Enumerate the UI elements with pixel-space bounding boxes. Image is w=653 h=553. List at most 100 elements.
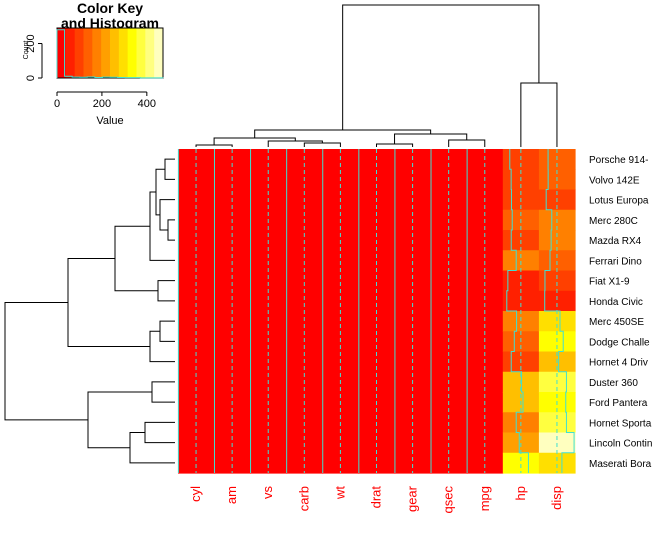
- heatmap-cell: [250, 452, 287, 474]
- row-label: Fiat X1-9: [589, 277, 630, 288]
- heatmap-cell: [538, 432, 576, 454]
- row-label: Lincoln Contin: [589, 439, 652, 450]
- row-dendrogram-link: [151, 381, 175, 403]
- column-label: gear: [405, 485, 420, 512]
- trace-lines: [177, 149, 575, 473]
- trace-line: [506, 149, 529, 473]
- column-dendrogram: [195, 4, 558, 147]
- row-label: Hornet Sporta: [589, 418, 652, 429]
- column-dendrogram-link: [267, 140, 323, 147]
- color-key-swatch: [74, 28, 84, 78]
- heatmap-cell: [430, 311, 468, 332]
- heatmap-cell: [502, 432, 540, 454]
- heatmap-cell: [214, 452, 251, 474]
- row-dendrogram-link: [67, 257, 150, 347]
- heatmap-cell: [538, 452, 576, 474]
- heatmap-cell: [178, 250, 215, 272]
- heatmap-cell: [358, 452, 396, 474]
- heatmap-cell: [394, 432, 432, 454]
- heatmap-cell: [358, 432, 396, 454]
- column-dendrogram-link: [394, 133, 468, 144]
- heatmap-cell: [502, 452, 540, 474]
- row-label: Honda Civic: [589, 297, 643, 308]
- heatmap-cell: [250, 432, 287, 454]
- heatmap-cell: [322, 311, 360, 332]
- row-dendrogram-link: [157, 280, 175, 302]
- color-key-xlabel: Value: [96, 115, 123, 127]
- column-label: vs: [260, 486, 275, 500]
- color-key-swatch: [65, 28, 76, 78]
- heatmap-cell: [250, 311, 287, 332]
- heatmap-cell: [286, 311, 323, 332]
- heatmap-cell: [430, 250, 468, 272]
- column-dendrogram-link: [195, 144, 233, 147]
- heatmap-cell: [178, 452, 215, 474]
- row-dendrogram-link: [87, 391, 152, 449]
- heatmap-cell: [178, 432, 215, 454]
- heatmap-cell: [502, 270, 540, 292]
- color-key-swatch: [145, 28, 155, 78]
- heatmap-cell: [322, 250, 360, 272]
- row-dendrogram-link: [149, 191, 175, 261]
- heatmap-cell: [286, 270, 323, 292]
- row-labels: Porsche 914- Volvo 142E Lotus Europa Merc 2…: [589, 155, 652, 470]
- heatmap-cell: [538, 270, 576, 292]
- heatmap-cell: [502, 290, 540, 312]
- color-key: Color Key and Histogram 0 200 400 0 200 Valu…: [23, 0, 164, 127]
- heatmap-cell: [286, 250, 323, 272]
- column-label: drat: [369, 486, 384, 509]
- column-dendrogram-link: [376, 143, 414, 147]
- color-key-title-line2: and Histogram: [61, 15, 159, 31]
- row-dendrogram-link: [149, 330, 175, 363]
- heatmap-cell: [394, 250, 432, 272]
- color-key-x-tick-label: 400: [138, 98, 156, 110]
- heatmap-cell: [430, 452, 468, 474]
- color-key-swatch: [110, 28, 120, 78]
- heatmap-cell: [466, 452, 504, 474]
- color-key-swatch: [118, 28, 129, 78]
- column-label: wt: [332, 486, 347, 500]
- row-label: Duster 360: [589, 378, 638, 389]
- color-key-swatch: [83, 28, 93, 78]
- column-label: qsec: [441, 486, 456, 514]
- color-key-ylabel: Count: [23, 41, 30, 60]
- row-label: Mazda RX4: [589, 236, 642, 247]
- heatmap-cell: [394, 452, 432, 474]
- row-label: Ferrari Dino: [589, 256, 642, 267]
- row-dendrogram-link: [114, 225, 158, 292]
- heatmap-cell: [250, 250, 287, 272]
- row-dendrogram: [4, 158, 175, 464]
- heatmap-cell: [214, 270, 251, 292]
- heatmap-cell: [214, 432, 251, 454]
- heatmap-cell: [178, 311, 215, 332]
- heatmap-cell: [322, 290, 360, 312]
- color-key-swatch: [101, 28, 111, 78]
- row-label: Merc 280C: [589, 216, 638, 227]
- row-label: Volvo 142E: [589, 175, 640, 186]
- heatmap-cell: [538, 290, 576, 312]
- heatmap-cell: [394, 270, 432, 292]
- heatmap-cell: [358, 290, 396, 312]
- column-labels: cyl am vs carb wt drat gear qsec mpg hp disp: [188, 485, 564, 513]
- row-dendrogram-link: [159, 320, 175, 342]
- heatmap-cell: [214, 250, 251, 272]
- row-dendrogram-link: [129, 432, 175, 464]
- heatmap-cell: [394, 290, 432, 312]
- heatmap-cell: [178, 270, 215, 292]
- heatmap-cell: [358, 270, 396, 292]
- color-key-swatch: [92, 28, 102, 78]
- trace-line: [544, 149, 575, 473]
- row-label: Ford Pantera: [589, 398, 648, 409]
- color-key-gradient: [56, 27, 164, 79]
- heatmap-cell: [538, 250, 576, 272]
- heatmap-cell: [358, 311, 396, 332]
- heatmap-cell: [214, 290, 251, 312]
- heatmap-cell: [502, 250, 540, 272]
- column-dendrogram-link: [520, 82, 558, 147]
- column-label: carb: [296, 486, 311, 511]
- heatmap-cell: [466, 270, 504, 292]
- heatmap-cell: [286, 290, 323, 312]
- color-key-title-line1: Color Key: [77, 0, 143, 16]
